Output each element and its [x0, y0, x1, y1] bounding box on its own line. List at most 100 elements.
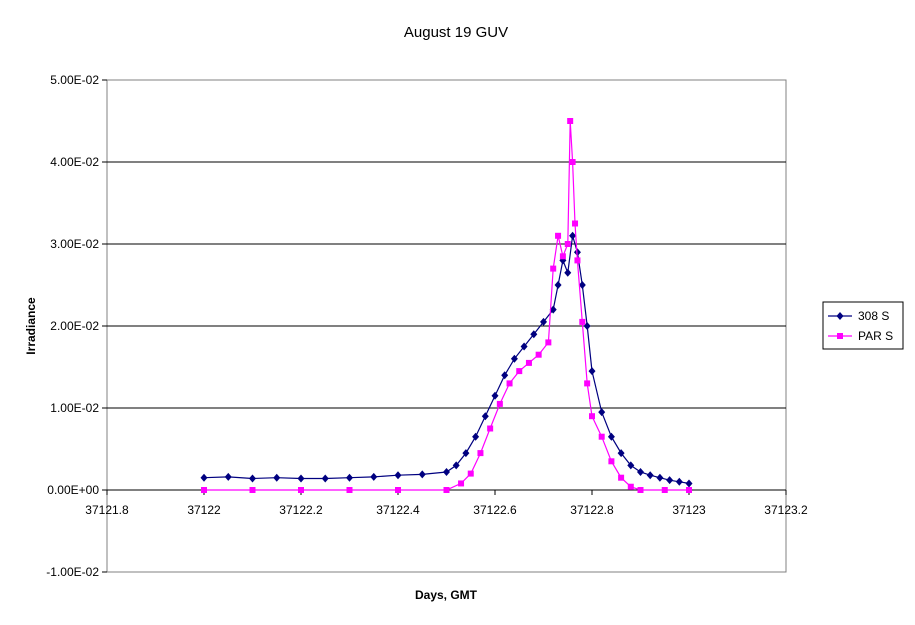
data-point	[249, 487, 256, 493]
data-point	[273, 473, 281, 482]
data-point	[540, 317, 547, 326]
x-tick-label: 37123.2	[764, 503, 808, 517]
legend-marker	[837, 333, 843, 339]
series-layer	[200, 118, 693, 493]
data-point	[554, 281, 562, 289]
data-point	[627, 461, 635, 470]
data-point	[394, 471, 402, 480]
data-point	[598, 408, 606, 417]
data-point	[656, 473, 664, 482]
data-point	[298, 487, 304, 493]
legend-box	[822, 301, 904, 350]
data-point	[569, 231, 577, 240]
data-point	[443, 467, 450, 476]
data-point	[637, 487, 644, 493]
x-axis-title: Days, GMT	[415, 588, 478, 602]
data-point	[224, 472, 232, 481]
data-point	[559, 253, 566, 260]
x-tick-label: 37122	[187, 503, 221, 517]
data-point	[607, 432, 615, 441]
data-point	[462, 449, 470, 458]
legend-marker	[836, 312, 844, 320]
data-point	[395, 487, 401, 493]
data-point	[472, 432, 480, 441]
data-point	[569, 159, 576, 165]
data-point	[564, 268, 572, 277]
data-point	[370, 472, 378, 481]
legend: 308 S PAR S	[822, 301, 904, 350]
data-point	[520, 342, 528, 351]
data-point	[443, 487, 450, 493]
y-tick-label: 5.00E-02	[50, 73, 99, 87]
data-point	[617, 449, 625, 458]
chart-title: August 19 GUV	[404, 24, 508, 41]
data-point	[627, 483, 634, 490]
data-point	[477, 450, 484, 457]
x-tick-label: 37122.4	[376, 503, 420, 517]
data-point	[608, 458, 615, 465]
data-point	[418, 470, 426, 479]
data-point	[564, 241, 571, 247]
data-point	[685, 479, 693, 488]
data-point	[200, 473, 208, 482]
series-line	[203, 235, 690, 484]
legend-label: 308 S	[858, 309, 889, 323]
data-point	[201, 487, 207, 493]
x-tick-labels: 37121.8 37122 37122.2 37122.4 37122.6 37122.8…	[85, 503, 808, 517]
data-point	[535, 351, 542, 358]
data-point	[550, 265, 557, 272]
data-point	[646, 471, 654, 480]
data-point	[589, 413, 595, 420]
data-point	[583, 322, 591, 330]
x-tick-label: 37122.8	[570, 503, 614, 517]
data-point	[458, 480, 465, 487]
series-par-s	[201, 118, 692, 493]
y-tick-labels: -1.00E-02 0.00E+00 1.00E-02 2.00E-02 3.00E-0…	[46, 73, 99, 579]
y-tick-label: -1.00E-02	[46, 565, 99, 579]
data-point	[516, 368, 523, 375]
data-point	[297, 474, 305, 483]
data-point	[588, 367, 596, 376]
data-point	[321, 474, 329, 483]
data-point	[501, 371, 509, 380]
y-tick-label: 3.00E-02	[50, 237, 99, 251]
data-point	[481, 412, 489, 421]
data-point	[530, 330, 538, 339]
y-tick-label: 4.00E-02	[50, 155, 99, 169]
legend-label: PAR S	[858, 329, 893, 343]
data-point	[675, 477, 683, 486]
data-point	[525, 359, 532, 366]
data-point	[572, 220, 579, 227]
data-point	[249, 474, 256, 483]
data-point	[666, 476, 674, 485]
data-point	[487, 425, 494, 432]
x-tick-label: 37122.2	[279, 503, 323, 517]
data-point	[346, 487, 353, 493]
data-point	[567, 118, 574, 124]
y-tick-label: 1.00E-02	[50, 401, 99, 415]
data-point	[618, 474, 625, 481]
data-point	[467, 470, 474, 477]
data-point	[496, 400, 503, 407]
data-point	[491, 391, 499, 400]
y-axis-title: Irradiance	[24, 297, 38, 355]
data-point	[555, 232, 562, 239]
data-point	[578, 281, 586, 289]
data-point	[452, 461, 460, 470]
x-tick-label: 37123	[672, 503, 706, 517]
data-point	[574, 257, 581, 264]
data-point	[506, 380, 513, 387]
data-point	[510, 354, 518, 363]
y-tick-label: 2.00E-02	[50, 319, 99, 333]
data-point	[545, 339, 552, 346]
data-point	[549, 305, 557, 314]
data-point	[686, 487, 692, 493]
series-line	[204, 120, 689, 491]
x-tick-label: 37121.8	[85, 503, 129, 517]
data-point	[637, 467, 644, 476]
data-point	[661, 487, 668, 493]
y-tick-label: 0.00E+00	[47, 483, 99, 497]
x-tick-label: 37122.6	[473, 503, 517, 517]
data-point	[584, 380, 591, 387]
